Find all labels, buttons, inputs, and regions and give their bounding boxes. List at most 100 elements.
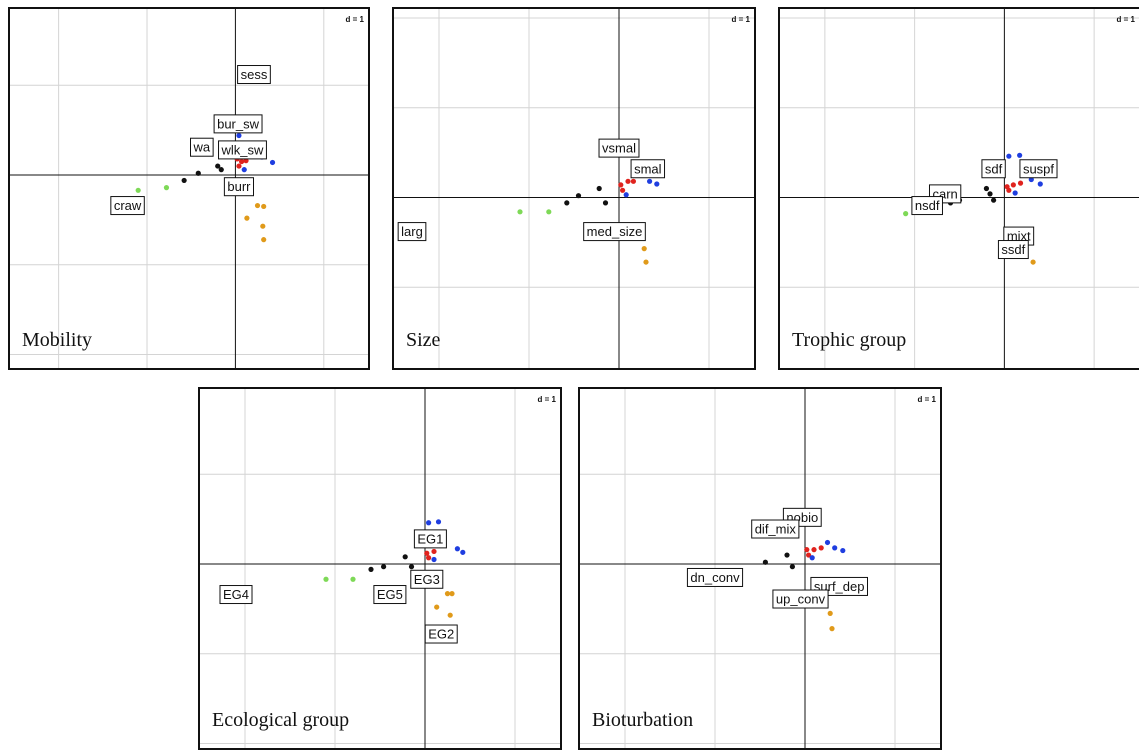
data-point bbox=[241, 167, 247, 173]
point-label-text: mixt bbox=[1007, 229, 1031, 244]
data-point bbox=[630, 178, 636, 184]
point-label: wa bbox=[190, 137, 214, 157]
point-label: dn_conv bbox=[686, 567, 744, 587]
point-label-text: sess bbox=[241, 67, 268, 82]
data-point bbox=[575, 193, 582, 199]
point-label-text: craw bbox=[114, 198, 142, 213]
data-point bbox=[431, 548, 437, 555]
point-label-text: burr bbox=[227, 179, 251, 194]
panel-trophic-group: d = 1 sdf suspf carn nsdf mixt ssdf Trophic gro… bbox=[778, 7, 1139, 370]
point-label-text: med_size bbox=[587, 224, 643, 239]
point-label: burr bbox=[223, 177, 255, 197]
point-label-text: bur_sw bbox=[217, 116, 260, 131]
point-label: med_size bbox=[583, 222, 646, 242]
data-point bbox=[1030, 259, 1036, 265]
point-label-text: EG1 bbox=[417, 531, 443, 546]
point-label-box bbox=[110, 196, 145, 216]
data-point bbox=[903, 211, 909, 217]
point-label: larg bbox=[397, 222, 427, 242]
point-label: bur_sw bbox=[213, 114, 263, 134]
panel-size: d = 1 vsmal smal med_size larg Size bbox=[392, 7, 756, 370]
data-point bbox=[784, 552, 790, 558]
point-label-box bbox=[772, 589, 829, 609]
data-point bbox=[426, 520, 432, 526]
data-point bbox=[261, 237, 267, 243]
data-point bbox=[238, 158, 245, 165]
data-point bbox=[620, 187, 626, 193]
point-label-box bbox=[213, 114, 263, 134]
panel-title: Ecological group bbox=[212, 709, 349, 731]
data-point bbox=[449, 591, 455, 597]
point-label: EG4 bbox=[219, 585, 253, 605]
point-label-text: sdf bbox=[985, 161, 1003, 176]
data-point bbox=[809, 555, 815, 561]
data-point bbox=[215, 163, 221, 169]
point-label-text: EG5 bbox=[377, 587, 403, 602]
point-label: vsmal bbox=[598, 138, 640, 158]
data-point bbox=[236, 163, 242, 169]
scale-label: d = 1 bbox=[346, 15, 365, 24]
point-label-box bbox=[997, 240, 1029, 260]
data-point bbox=[804, 547, 810, 553]
data-point bbox=[434, 604, 440, 610]
data-point bbox=[195, 170, 201, 176]
panel-ecological-group: d = 1 EG1 EG3 EG5 EG4 EG2 Ecological group bbox=[198, 387, 562, 750]
data-point bbox=[829, 626, 835, 632]
panel-title: Mobility bbox=[22, 329, 92, 351]
point-label: craw bbox=[110, 196, 145, 216]
point-label-box bbox=[218, 140, 267, 160]
point-label-text: larg bbox=[401, 224, 423, 239]
point-label-box bbox=[751, 519, 800, 539]
point-label: EG1 bbox=[413, 529, 447, 549]
point-label: suspf bbox=[1019, 159, 1058, 179]
data-point bbox=[447, 612, 453, 618]
scale-label: d = 1 bbox=[732, 15, 751, 24]
data-point bbox=[1017, 152, 1023, 158]
data-point bbox=[806, 552, 812, 558]
data-point bbox=[431, 556, 437, 563]
data-point bbox=[1037, 181, 1043, 187]
data-point bbox=[832, 545, 838, 551]
point-label: up_conv bbox=[772, 589, 829, 609]
data-point bbox=[454, 546, 460, 552]
data-point bbox=[546, 209, 552, 215]
data-point bbox=[350, 576, 356, 582]
data-point bbox=[1010, 182, 1016, 188]
data-point bbox=[381, 564, 387, 570]
plot-size: d = 1 vsmal smal med_size larg Size bbox=[394, 9, 754, 368]
point-label-box bbox=[583, 222, 646, 242]
data-point bbox=[1012, 190, 1018, 196]
point-label: EG5 bbox=[373, 585, 407, 605]
point-label-text: smal bbox=[634, 161, 662, 176]
data-point bbox=[402, 554, 408, 560]
data-point bbox=[1017, 180, 1024, 186]
point-label-box bbox=[981, 159, 1006, 179]
data-point bbox=[323, 576, 329, 582]
data-point bbox=[435, 519, 442, 525]
data-point bbox=[827, 610, 833, 616]
data-point bbox=[647, 178, 653, 184]
point-label-box bbox=[190, 137, 214, 157]
point-label-box bbox=[424, 624, 458, 644]
point-label: ssdf bbox=[997, 240, 1029, 260]
panel-title: Size bbox=[406, 329, 441, 351]
point-label-text: EG4 bbox=[223, 587, 249, 602]
point-label-text: EG2 bbox=[428, 627, 454, 642]
point-label-text: ssdf bbox=[1001, 242, 1025, 257]
point-label: sdf bbox=[981, 159, 1006, 179]
data-point bbox=[517, 209, 523, 215]
data-point bbox=[623, 192, 629, 198]
point-label-box bbox=[397, 222, 427, 242]
data-point bbox=[789, 564, 795, 570]
data-point bbox=[987, 191, 993, 197]
point-label-text: dif_mix bbox=[755, 522, 797, 537]
data-point bbox=[368, 566, 374, 572]
data-point bbox=[762, 559, 768, 565]
point-label-text: wlk_sw bbox=[221, 142, 265, 157]
data-point bbox=[840, 547, 846, 554]
data-point bbox=[618, 182, 624, 188]
data-point bbox=[218, 167, 224, 173]
